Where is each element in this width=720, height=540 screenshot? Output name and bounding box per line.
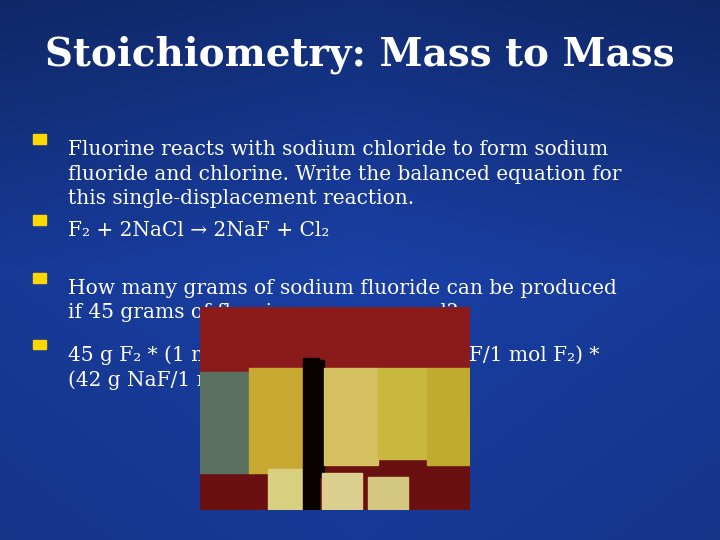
Bar	[33, 273, 46, 283]
Text: F₂ + 2NaCl → 2NaF + Cl₂: F₂ + 2NaCl → 2NaF + Cl₂	[68, 221, 330, 240]
Bar	[322, 473, 362, 510]
Bar	[268, 469, 308, 510]
Bar	[200, 372, 254, 473]
Text: Stoichiometry: Mass to Mass: Stoichiometry: Mass to Mass	[45, 35, 675, 73]
Bar	[33, 215, 46, 225]
Text: 45 g F₂ * (1 mol F₂/38 g F₂) * (2 mol NaF/1 mol F₂) *
(42 g NaF/1 mol NaF): 45 g F₂ * (1 mol F₂/38 g F₂) * (2 mol Na…	[68, 346, 600, 390]
Bar	[33, 134, 46, 144]
Text: How many grams of sodium fluoride can be produced
if 45 grams of fluorine are co: How many grams of sodium fluoride can be…	[68, 279, 617, 322]
Bar	[249, 368, 308, 473]
Bar	[379, 368, 427, 459]
Bar	[324, 368, 379, 465]
Bar	[427, 368, 470, 465]
Bar	[308, 360, 324, 477]
Text: Fluorine reacts with sodium chloride to form sodium
fluoride and chlorine. Write: Fluorine reacts with sodium chloride to …	[68, 140, 622, 208]
Bar	[33, 340, 46, 349]
Bar	[200, 307, 470, 399]
Bar	[302, 358, 319, 510]
Bar	[200, 459, 470, 510]
Bar	[368, 477, 408, 510]
